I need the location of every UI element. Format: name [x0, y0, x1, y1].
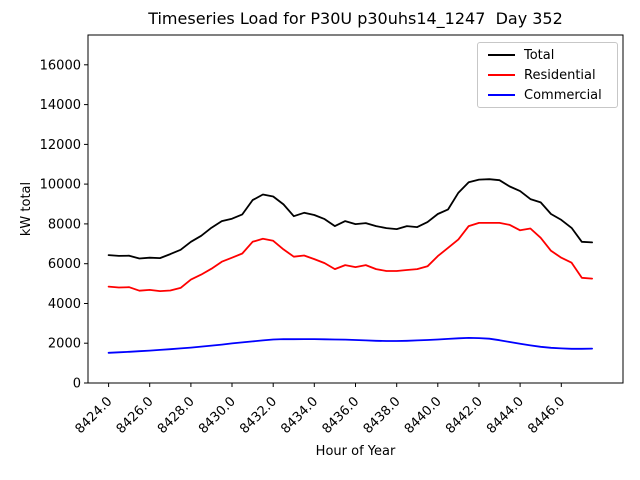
y-axis-label: kW total [19, 181, 34, 237]
y-tick-label: 8000 [48, 217, 81, 232]
x-tick-label: 8440.0 [402, 394, 445, 437]
y-tick-label: 16000 [40, 58, 81, 73]
x-tick-label: 8446.0 [525, 394, 568, 437]
y-tick-label: 2000 [48, 337, 81, 352]
y-tick-label: 6000 [48, 257, 81, 272]
x-tick-label: 8432.0 [237, 394, 280, 437]
legend-entry-total: Total [478, 49, 617, 62]
x-tick-label: 8430.0 [196, 394, 239, 437]
x-tick-label: 8424.0 [73, 394, 116, 437]
y-tick-label: 14000 [40, 98, 81, 113]
y-tick-label: 12000 [40, 138, 81, 153]
legend: Total Residential Commercial [477, 42, 618, 108]
x-tick-label: 8436.0 [320, 394, 363, 437]
legend-line-total [488, 54, 515, 56]
legend-label-total: Total [524, 47, 555, 63]
x-tick-label: 8438.0 [361, 394, 404, 437]
x-tick-label: 8434.0 [278, 394, 321, 437]
total-line [107, 178, 593, 260]
x-tick-label: 8428.0 [155, 394, 198, 437]
x-tick-label: 8426.0 [114, 394, 157, 437]
legend-line-commercial [488, 94, 515, 96]
y-tick-label: 4000 [48, 297, 81, 312]
x-tick-label: 8442.0 [443, 394, 486, 437]
legend-line-residential [488, 74, 515, 76]
legend-entry-commercial: Commercial [478, 89, 617, 102]
x-axis-label: Hour of Year [315, 444, 396, 459]
y-tick-label: 10000 [40, 178, 81, 193]
x-tick-label: 8444.0 [484, 394, 527, 437]
commercial-line [107, 336, 593, 354]
residential-line [107, 221, 593, 293]
legend-entry-residential: Residential [478, 69, 617, 82]
chart-title: Timeseries Load for P30U p30uhs14_1247 D… [148, 9, 563, 28]
legend-label-commercial: Commercial [524, 87, 602, 103]
y-tick-label: 0 [73, 377, 81, 392]
legend-label-residential: Residential [524, 67, 596, 83]
